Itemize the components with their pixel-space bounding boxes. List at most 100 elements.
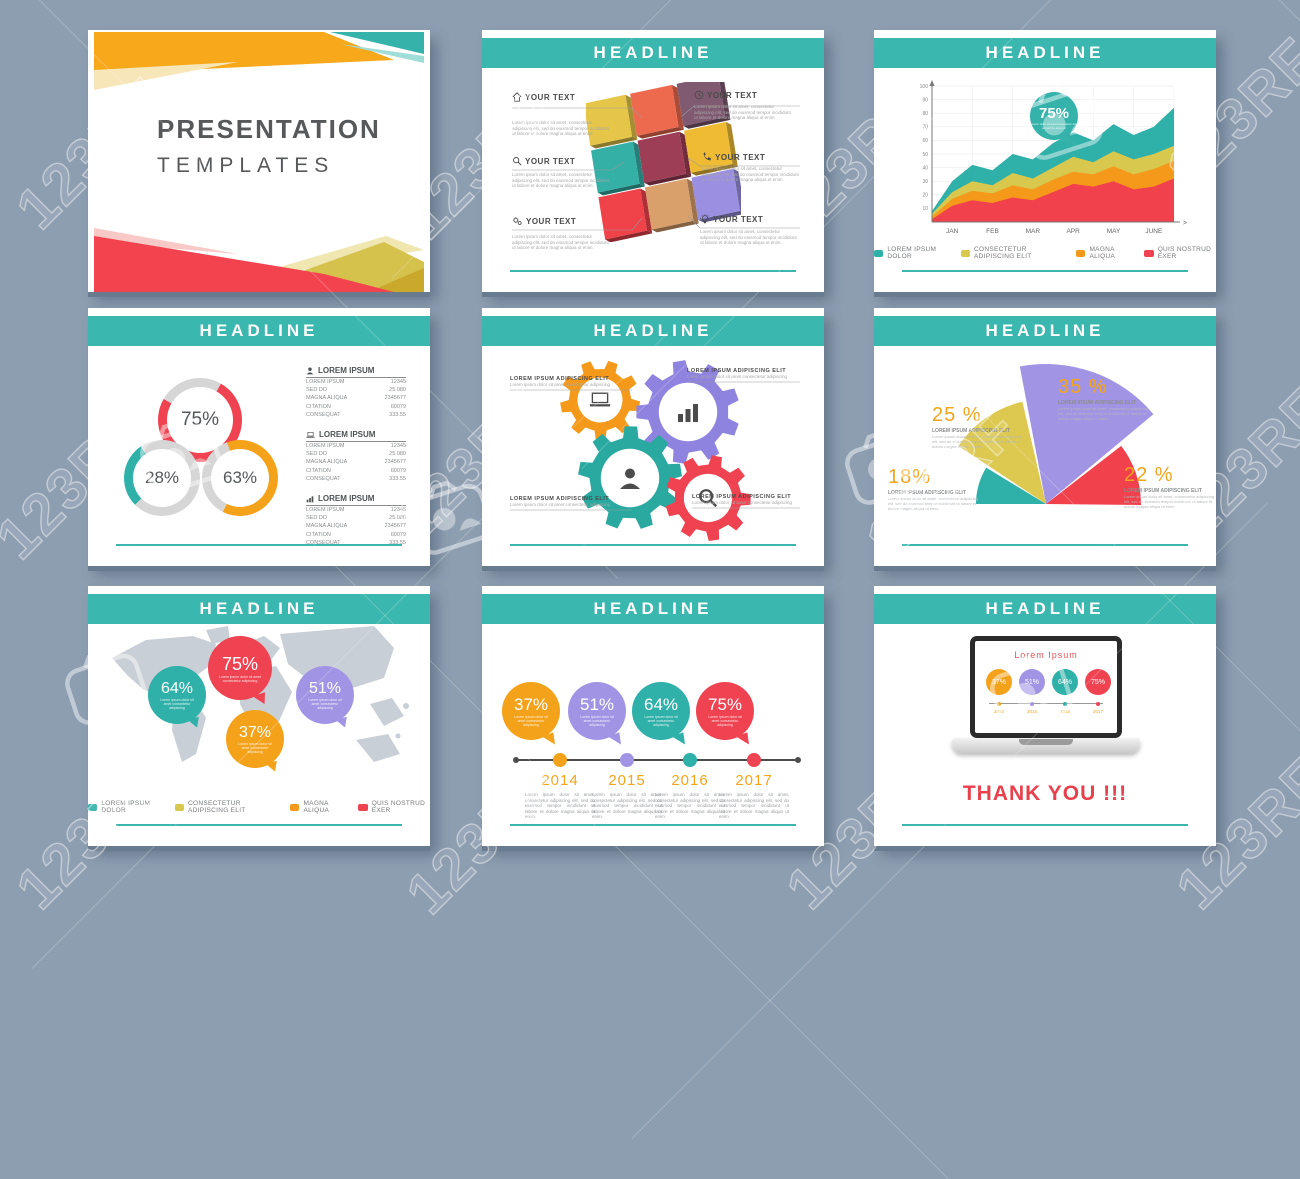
svg-text:FEB: FEB xyxy=(986,228,999,235)
timeline-year: 2014 xyxy=(541,772,579,789)
slide-cover: PRESENTATION TEMPLATES xyxy=(88,30,430,292)
fan-label-18: 18% LOREM IPSUM ADIPISCING ELIT Lorem ip… xyxy=(888,466,979,511)
mini-timeline-line xyxy=(989,703,1103,704)
timeline-bubble-37: 37% Lorem ipsum dolor sit amet consectet… xyxy=(502,682,560,748)
svg-text:JAN: JAN xyxy=(946,228,959,235)
mini-bubble-75: 75% xyxy=(1085,669,1111,695)
legend-item: LOREM IPSUM DOLOR xyxy=(874,246,947,260)
svg-text:APR: APR xyxy=(1066,228,1080,235)
laptop-icon xyxy=(588,388,612,412)
mini-dot xyxy=(1030,701,1034,706)
callout-desc: Lorem ipsum dolor sit amet, consectetur … xyxy=(700,229,797,245)
clock-icon xyxy=(694,90,704,100)
list-row: MAGNA ALIQUA 2345677 xyxy=(306,459,406,466)
callout-desc: Lorem ipsum dolor sit amet, consectetur … xyxy=(694,104,791,120)
cubes-lines xyxy=(512,105,800,231)
callout-desc: Lorem ipsum dolor sit amet, consectetur … xyxy=(512,234,609,250)
fan-label-25: 25 % LOREM IPSUM ADIPISCING ELIT Lorem i… xyxy=(932,404,1023,449)
person-icon xyxy=(616,464,644,492)
home-icon xyxy=(512,92,522,102)
legend-item: CONSECTETUR ADIPISCING ELIT xyxy=(960,246,1063,260)
legend-swatch xyxy=(88,803,98,811)
mini-bubble-64: 64% xyxy=(1052,669,1078,695)
data-list-1: LOREM IPSUM LOREM IPSUM 12345 SED DO 25.080… xyxy=(306,366,406,419)
callout-label: YOUR TEXT xyxy=(525,156,576,166)
legend-item: CONSECTETUR ADIPISCING ELIT xyxy=(174,800,277,814)
legend-item: QUIS NOSTRUD EXER xyxy=(1144,246,1216,260)
footer-line xyxy=(116,824,402,826)
laptop-base xyxy=(952,738,1140,753)
mini-year: 2014 xyxy=(993,709,1004,714)
map-legend: LOREM IPSUM DOLOR CONSECTETUR ADIPISCING … xyxy=(88,800,430,814)
list-title: LOREM IPSUM xyxy=(318,366,375,375)
search-icon xyxy=(696,486,720,510)
cubes-graphic xyxy=(586,82,741,242)
legend-swatch xyxy=(960,249,970,257)
svg-text:20: 20 xyxy=(922,193,928,199)
list-row: CONSEQUAT 333.55 xyxy=(306,539,406,546)
svg-text:MAR: MAR xyxy=(1026,228,1041,235)
map-bubble-75: 75% Lorem ipsum dolor sit amet consectet… xyxy=(208,636,272,707)
fan-label-35: 35 % LOREM IPSUM ADIPISCING ELIT Lorem i… xyxy=(1058,376,1149,421)
svg-text:10: 10 xyxy=(922,206,928,212)
gear-callout-3: LOREM IPSUM ADIPISCING ELIT Lorem ipsum … xyxy=(510,496,628,508)
list-row: SED DO 25.080 xyxy=(306,387,406,394)
list-row: SED DO 25.080 xyxy=(306,515,406,522)
callout-your-text-1: YOUR TEXT Lorem ipsum dolor sit amet, co… xyxy=(512,92,612,137)
slide-gears: HEADLINE LOREM IPSUM ADIPISCING ELIT Lor… xyxy=(482,308,824,566)
footer-line xyxy=(510,824,796,826)
svg-text:JUNE: JUNE xyxy=(1145,228,1163,235)
slide-donuts: HEADLINE 75% 28% 63% LOREM IPSUM LOREM I… xyxy=(88,308,430,566)
timeline-paragraph: Lorem ipsum dolor sit amet, consectetur … xyxy=(655,792,725,820)
headline-banner: HEADLINE xyxy=(88,594,430,624)
list-title: LOREM IPSUM xyxy=(319,430,376,439)
timeline-year: 2016 xyxy=(671,772,709,789)
phone-icon xyxy=(703,152,711,161)
timeline-endpoint xyxy=(513,757,519,763)
timeline-bubble-75: 75% Lorem ipsum dolor sit amet consectet… xyxy=(696,682,754,748)
list-rows: LOREM IPSUM 12345 SED DO 25.080 MAGNA ALIQUA… xyxy=(306,378,406,419)
list-row: MAGNA ALIQUA 2345677 xyxy=(306,523,406,530)
callout-your-text-3: YOUR TEXT Lorem ipsum dolor sit amet, co… xyxy=(512,216,612,251)
timeline-paragraph: Lorem ipsum dolor sit amet, consectetur … xyxy=(592,792,662,820)
list-row: LOREM IPSUM 12345 xyxy=(306,379,406,385)
headline-banner: HEADLINE xyxy=(482,594,824,624)
callout-desc: Lorem ipsum dolor sit amet, consectetur … xyxy=(512,172,609,188)
stacked-area-chart: 10 20 30 40 50 60 70 80 90 100 JAN FEB MAR APR MAY JUNE… xyxy=(920,80,1187,235)
thank-you-text: THANK YOU !!! xyxy=(962,782,1128,805)
legend-swatch xyxy=(1076,249,1086,257)
timeline-bubble-51: 51% Lorem ipsum dolor sit amet consectet… xyxy=(568,682,626,748)
mini-dot xyxy=(1063,701,1067,706)
fan-label-22: 22 % LOREM IPSUM ADIPISCING ELIT Lorem i… xyxy=(1124,464,1215,509)
mini-year: 2016 xyxy=(1059,709,1070,714)
list-row: CONSEQUAT 333.55 xyxy=(306,411,406,418)
headline-banner: HEADLINE xyxy=(874,316,1216,346)
donut-28: 28% xyxy=(124,440,200,516)
donut-value: 63% xyxy=(222,468,258,487)
headline-banner: HEADLINE xyxy=(88,316,430,346)
mini-dot xyxy=(1096,701,1100,706)
svg-text:90: 90 xyxy=(922,97,928,103)
mini-dot xyxy=(997,701,1001,706)
svg-text:elit sed do eiusmod: elit sed do eiusmod xyxy=(1042,126,1067,130)
list-row: CITATION 60079 xyxy=(306,403,406,410)
footer-line xyxy=(116,544,402,546)
donut-value: 28% xyxy=(144,468,180,487)
map-bubble-37: 37% Lorem ipsum dolor sit amet consectet… xyxy=(226,710,284,774)
callout-desc: Lorem ipsum dolor sit amet consectetur a… xyxy=(687,374,788,379)
legend-item: MAGNA ALIQUA xyxy=(1076,246,1130,260)
svg-text:50: 50 xyxy=(922,152,928,158)
callout-label: YOUR TEXT xyxy=(707,90,758,100)
map-bubble-64: 64% Lorem ipsum dolor sit amet consectet… xyxy=(148,666,206,730)
slide-thank-you: HEADLINE Lorem Ipsum 37% 51% 64% 75% 201… xyxy=(874,586,1216,846)
donut-75: 75% xyxy=(158,378,242,462)
legend-item: LOREM IPSUM DOLOR xyxy=(88,800,161,814)
svg-text:Lorem ipsum dolor sit amet con: Lorem ipsum dolor sit amet consectetur a… xyxy=(1023,122,1086,126)
fan-chart xyxy=(958,364,1154,505)
callout-your-text-2: YOUR TEXT Lorem ipsum dolor sit amet, co… xyxy=(512,156,612,189)
data-list-2: LOREM IPSUM LOREM IPSUM 12345 SED DO 25.080… xyxy=(306,430,406,483)
gear-callout-1: LOREM IPSUM ADIPISCING ELIT Lorem ipsum … xyxy=(510,376,628,388)
search-icon xyxy=(513,157,522,166)
timeline-year: 2015 xyxy=(608,772,646,789)
svg-text:>: > xyxy=(1183,220,1187,227)
